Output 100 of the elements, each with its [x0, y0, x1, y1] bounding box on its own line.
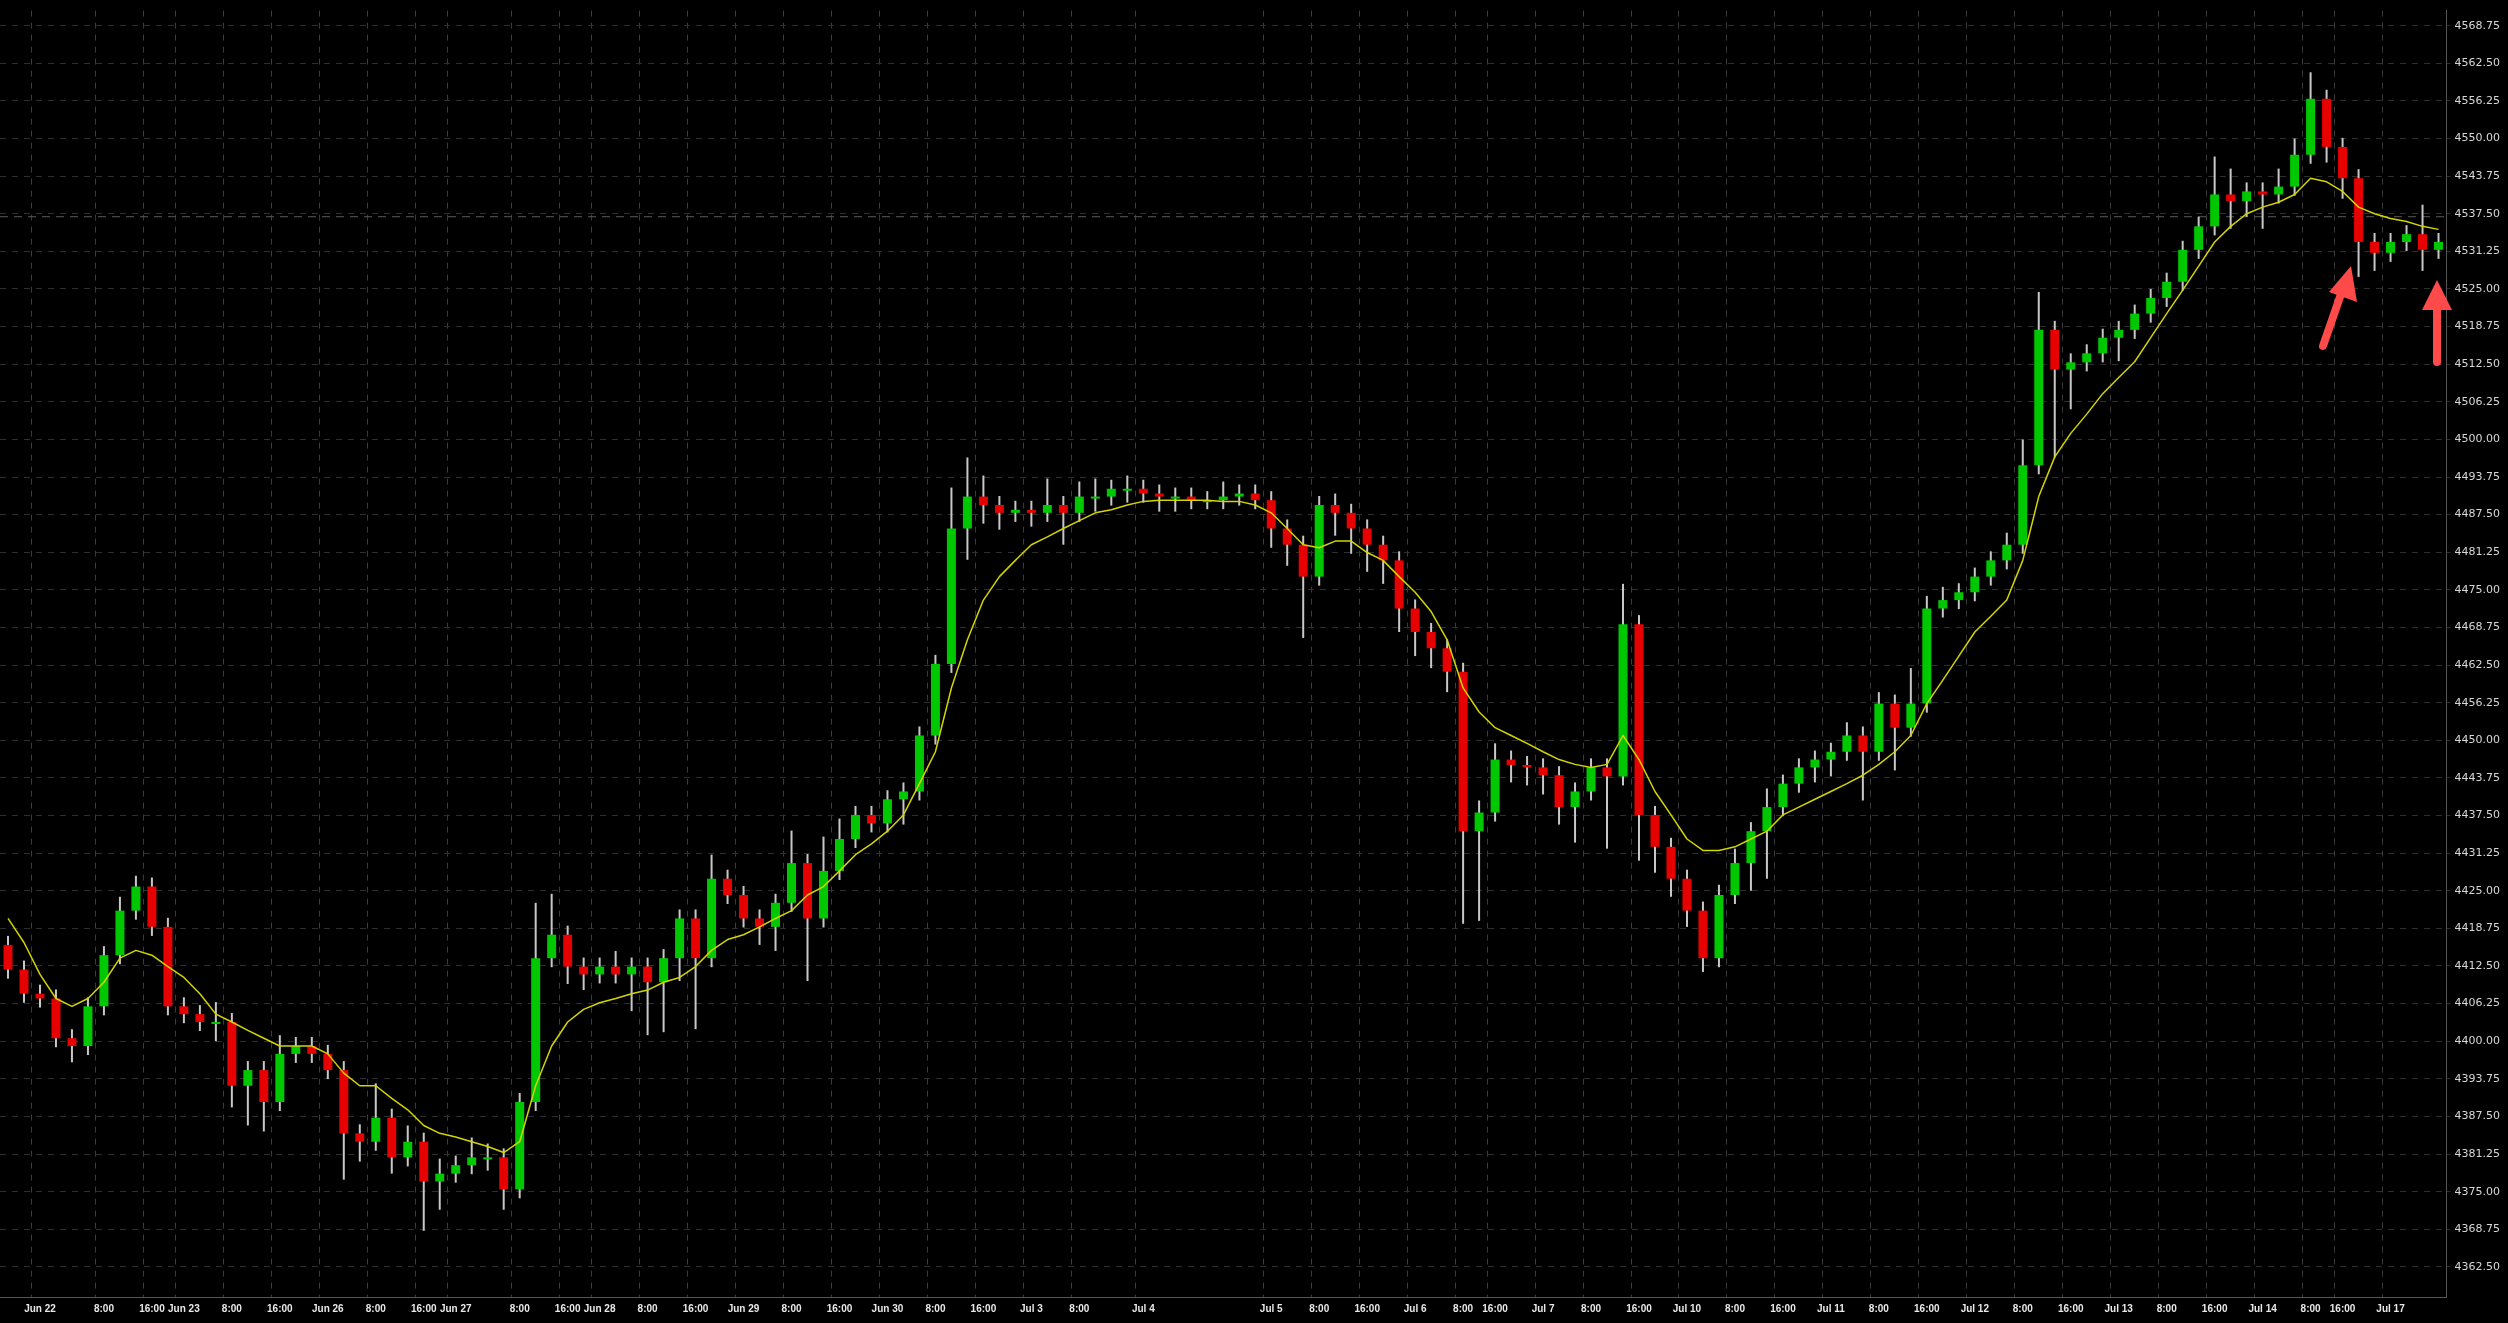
candlestick: [1058, 494, 1068, 546]
x-tick-label: 16:00: [554, 1302, 581, 1314]
candlestick: [2402, 224, 2412, 253]
x-tick-label: 8:00: [2300, 1302, 2322, 1314]
x-tick-label: 16:00: [2201, 1302, 2228, 1314]
x-tick-label: 16:00: [970, 1302, 997, 1314]
x-tick-label: Jun 26: [311, 1302, 345, 1314]
y-tick-label: 4562.50: [2454, 56, 2501, 70]
y-tick-label: 4493.75: [2454, 469, 2501, 483]
candlestick: [1954, 582, 1964, 611]
x-tick-label: 8:00: [509, 1302, 531, 1314]
candlestick: [579, 956, 589, 992]
candlestick: [2002, 531, 2012, 571]
candlestick: [1330, 492, 1340, 537]
x-tick-label: 8:00: [637, 1302, 659, 1314]
x-tick-label: 16:00: [1354, 1302, 1381, 1314]
x-tick-label: 16:00: [1914, 1302, 1941, 1314]
candlestick: [1154, 483, 1164, 513]
candlestick: [611, 949, 621, 985]
y-tick-label: 4525.00: [2454, 281, 2501, 295]
y-tick-label: 4393.75: [2454, 1071, 2501, 1085]
x-tick-label: 16:00: [2329, 1302, 2356, 1314]
candlestick: [2114, 319, 2124, 363]
y-tick-label: 4443.75: [2454, 770, 2501, 784]
candlestick: [723, 868, 733, 906]
x-tick-label: Jun 30: [871, 1302, 904, 1314]
candlestick: [2258, 181, 2268, 230]
y-tick-label: 4375.00: [2454, 1184, 2501, 1198]
x-tick-label: Jul 10: [1672, 1302, 1702, 1314]
candlestick: [1538, 757, 1548, 796]
y-tick-label: 4500.00: [2454, 432, 2501, 446]
x-tick-label: 8:00: [2156, 1302, 2178, 1314]
candlestick: [2386, 231, 2396, 263]
y-tick-label: 4412.50: [2454, 958, 2501, 972]
x-tick-label: Jul 5: [1259, 1302, 1284, 1314]
x-tick-label: 8:00: [1309, 1302, 1330, 1314]
y-tick-label: 4550.00: [2454, 131, 2501, 145]
y-tick-label: 4450.00: [2454, 733, 2501, 747]
y-tick-label: 4506.25: [2454, 394, 2501, 408]
candlestick: [1074, 480, 1084, 523]
x-tick-label: 16:00: [682, 1302, 709, 1314]
y-tick-label: 4425.00: [2454, 883, 2501, 897]
candlestick: [1858, 725, 1868, 802]
candlestick: [451, 1154, 461, 1184]
candlestick: [435, 1157, 445, 1211]
candlestick: [1810, 749, 1820, 784]
y-tick-label: 4400.00: [2454, 1034, 2501, 1048]
candlestick: [1378, 534, 1388, 585]
candlestick: [179, 996, 189, 1025]
candlestick: [1826, 741, 1836, 778]
candlestick: [898, 781, 908, 826]
candlestick: [1506, 749, 1516, 784]
candlestick: [1474, 799, 1484, 922]
y-tick-label: 4518.75: [2454, 319, 2501, 333]
candlestick: [483, 1142, 493, 1172]
candlestick: [1410, 598, 1420, 658]
y-tick-label: 4431.25: [2454, 846, 2501, 860]
x-tick-label: Jun 23: [168, 1302, 201, 1314]
y-tick-label: 4462.50: [2454, 657, 2501, 671]
y-tick-label: 4556.25: [2454, 93, 2501, 107]
candlestick: [1602, 757, 1612, 850]
x-tick-label: Jul 7: [1531, 1302, 1555, 1314]
y-tick-label: 4543.75: [2454, 168, 2501, 182]
candlestick: [1778, 773, 1788, 818]
candlestick: [1090, 477, 1100, 513]
x-tick-label: 8:00: [2012, 1302, 2034, 1314]
candlestick: [2242, 181, 2252, 218]
candlestick: [2434, 231, 2444, 260]
candlestick: [1346, 502, 1356, 555]
candlestick: [1282, 518, 1292, 567]
y-tick-label: 4568.75: [2454, 18, 2501, 32]
x-tick-label: Jul 3: [1019, 1302, 1044, 1314]
x-tick-label: 16:00: [1770, 1302, 1797, 1314]
x-tick-label: Jun 28: [583, 1302, 616, 1314]
candlestick: [627, 956, 637, 1013]
candlestick: [595, 956, 605, 985]
candlestick: [2162, 271, 2172, 308]
x-tick-label: 8:00: [1724, 1302, 1746, 1314]
x-tick-label: Jun 29: [727, 1302, 760, 1314]
x-tick-label: Jul 4: [1131, 1302, 1156, 1314]
x-tick-label: 8:00: [1581, 1302, 1602, 1314]
candlestick: [755, 908, 765, 946]
candlestick: [2418, 203, 2428, 272]
candlestick: [67, 1028, 77, 1064]
candlestick: [323, 1043, 333, 1081]
y-tick-label: 4475.00: [2454, 582, 2501, 596]
candlestick: [403, 1124, 413, 1168]
candlestick: [866, 804, 876, 834]
x-tick-label: 8:00: [781, 1302, 802, 1314]
y-tick-label: 4437.50: [2454, 808, 2501, 822]
candlestick: [547, 892, 557, 969]
y-tick-label: 4468.75: [2454, 620, 2501, 634]
candlestick: [978, 474, 988, 525]
candlestick: [1442, 638, 1452, 694]
x-tick-label: Jun 27: [439, 1302, 472, 1314]
candlestick: [1842, 721, 1852, 762]
candlestick: [739, 884, 749, 929]
x-tick-label: Jul 11: [1816, 1302, 1846, 1314]
candlestick: [2082, 343, 2092, 373]
candlestick: [1138, 478, 1148, 504]
